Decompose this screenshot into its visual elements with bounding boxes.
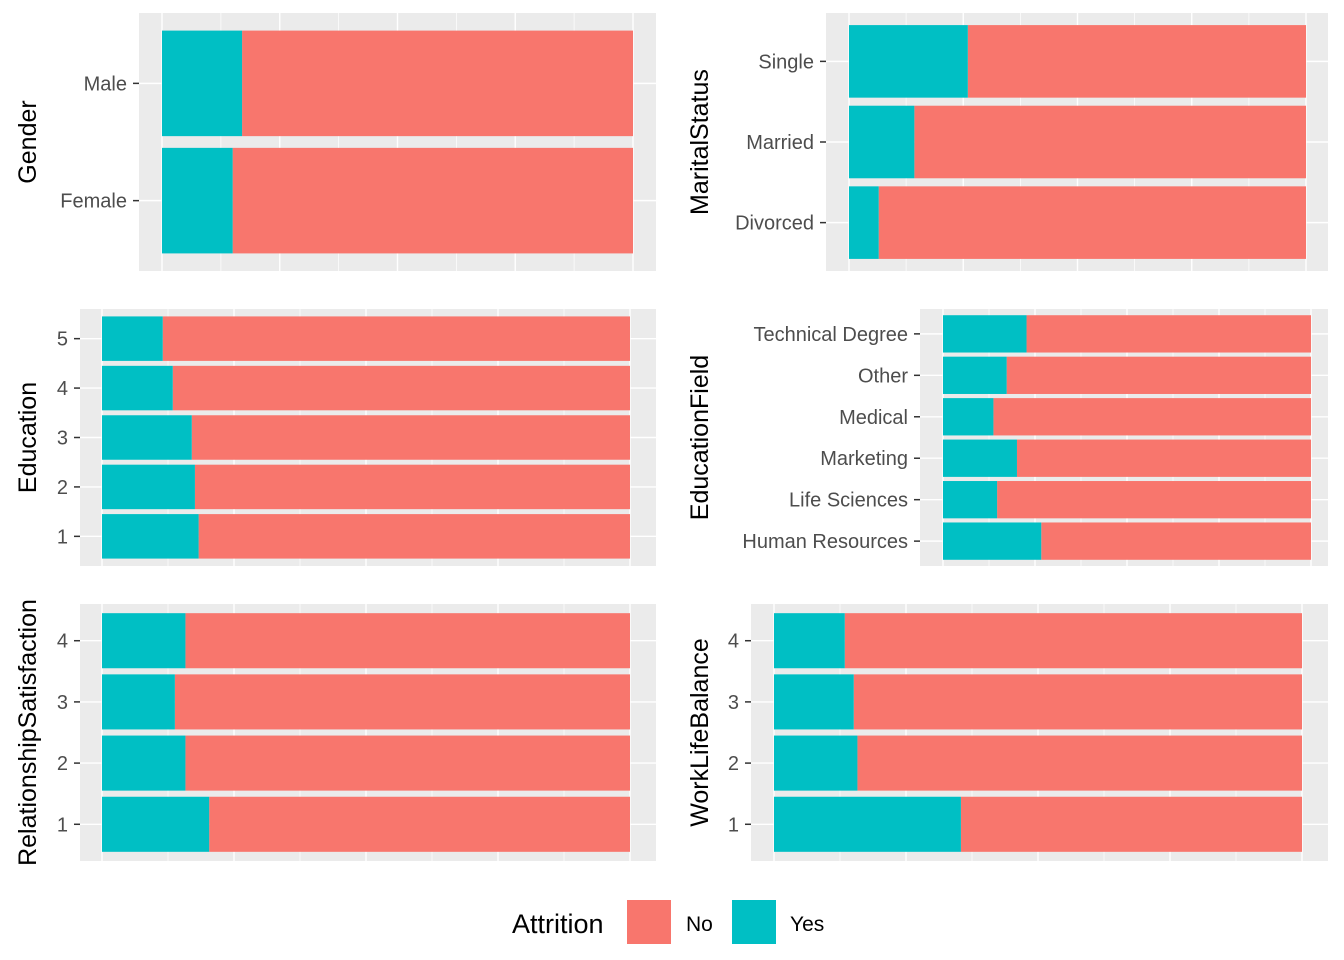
legend-title: Attrition [512,909,604,939]
y-tick-label: Divorced [735,213,814,235]
y-tick-label: Married [746,132,814,154]
y-tick-label: 5 [57,329,68,351]
bar-segment-no [198,514,630,559]
bar-segment-no [1026,315,1311,353]
y-tick-label: 1 [57,526,68,548]
y-axis-title: Education [14,382,42,493]
y-tick-label: 3 [57,692,68,714]
bar-segment-no [162,316,630,361]
facet-panel-6: 1 2 3 4 WorkLifeBalance [686,604,1328,861]
legend: Attrition No Yes [512,900,824,944]
bar-segment-yes [102,415,192,460]
bar-segment-yes [102,464,195,510]
y-tick-label: Male [84,73,127,95]
bar-segment-yes [849,186,879,259]
bar-segment-yes [943,315,1027,353]
bar-segment-no [1006,356,1311,394]
facet-panel-4: Human Resources Life Sciences Marketing Med… [686,309,1328,566]
bar-segment-no [914,105,1306,179]
bar-segment-yes [162,30,243,137]
bar-segment-no [185,735,630,791]
facet-panel-3: 1 2 3 4 5 Education [14,309,656,566]
legend-label-yes: Yes [790,913,824,936]
y-tick-label: Female [60,191,127,213]
bar-segment-yes [774,613,845,669]
bar-segment-yes [943,481,998,519]
bar-segment-yes [943,439,1017,477]
y-tick-label: Single [758,51,814,73]
y-tick-label: 1 [728,814,739,836]
bar-segment-yes [943,356,1007,394]
legend-swatch-no [627,900,671,944]
bar-segment-yes [102,514,199,559]
legend-label-no: No [686,913,713,936]
y-tick-label: 4 [57,378,68,400]
bar-segment-no [878,186,1306,259]
bar-segment-no [174,674,630,730]
bar-segment-no [185,613,630,669]
bar-segment-no [191,415,630,460]
bar-segment-yes [102,613,186,669]
y-axis-title: RelationshipSatisfaction [14,599,42,866]
bar-segment-yes [774,735,858,791]
bar-segment-yes [102,365,173,411]
legend-swatch-yes [732,900,776,944]
y-tick-label: Other [858,365,908,387]
bar-segment-yes [774,796,961,852]
y-axis-title: MaritalStatus [686,69,714,215]
bar-segment-no [172,365,630,411]
bar-segment-yes [102,674,175,730]
facet-panel-5: 1 2 3 4 RelationshipSatisfaction [14,599,656,866]
y-tick-label: 4 [57,631,68,653]
bar-segment-yes [849,25,968,98]
panels: Female Male Gender Divorced Married Single Mar… [14,13,1328,866]
y-tick-label: Life Sciences [789,490,908,512]
y-axis-title: WorkLifeBalance [686,638,714,827]
bar-segment-yes [102,316,163,361]
y-tick-label: Medical [839,407,908,429]
bar-segment-no [194,464,631,510]
y-tick-label: 2 [57,753,68,775]
bar-segment-no [967,25,1306,98]
bar-segment-no [1041,522,1311,560]
bar-segment-no [1016,439,1311,477]
bar-segment-no [232,147,633,254]
bar-segment-yes [102,735,186,791]
bar-segment-no [209,796,630,852]
y-axis-title: EducationField [686,355,714,520]
bar-segment-yes [774,674,854,730]
y-tick-label: 3 [728,692,739,714]
y-tick-label: 3 [57,428,68,450]
bar-segment-no [853,674,1302,730]
bar-segment-yes [943,522,1042,560]
bar-segment-no [857,735,1302,791]
facet-panel-1: Female Male Gender [14,13,656,271]
bar-segment-yes [849,105,915,179]
y-tick-label: Technical Degree [753,324,908,346]
y-tick-label: Marketing [820,448,908,470]
y-axis-title: Gender [14,100,42,183]
y-tick-label: 4 [728,631,739,653]
bar-segment-no [844,613,1302,669]
y-tick-label: 2 [728,753,739,775]
y-tick-label: 2 [57,477,68,499]
bar-segment-no [242,30,633,137]
bar-segment-no [993,398,1311,436]
bar-segment-no [997,481,1311,519]
y-tick-label: 1 [57,814,68,836]
bar-segment-yes [102,796,210,852]
y-tick-label: Human Resources [742,531,908,553]
bar-segment-yes [943,398,994,436]
bar-segment-yes [162,147,233,254]
bar-segment-no [960,796,1302,852]
facet-panel-2: Divorced Married Single MaritalStatus [686,13,1328,271]
